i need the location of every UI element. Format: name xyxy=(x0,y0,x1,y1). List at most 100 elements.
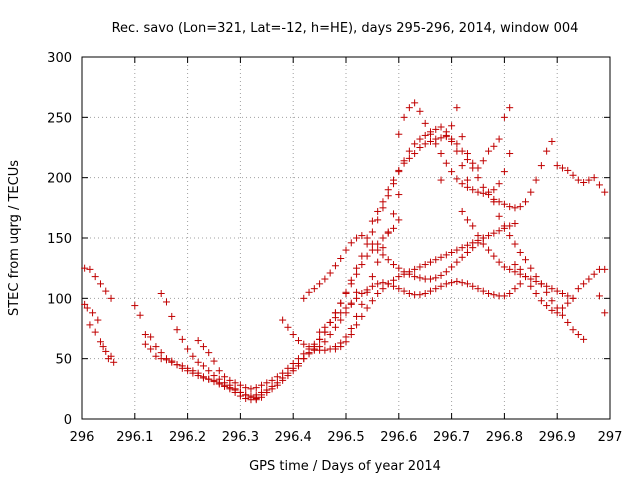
data-point xyxy=(247,385,255,393)
data-point xyxy=(580,280,588,288)
data-point xyxy=(500,168,508,176)
data-point xyxy=(574,176,582,184)
data-point xyxy=(601,188,609,196)
data-point xyxy=(569,326,577,334)
data-point xyxy=(86,321,94,329)
x-tick-label: 296.2 xyxy=(169,430,206,445)
data-point xyxy=(485,188,493,196)
data-point xyxy=(279,374,287,382)
data-point xyxy=(437,176,445,184)
data-point xyxy=(400,287,408,295)
data-point xyxy=(543,282,551,290)
data-point xyxy=(516,203,524,211)
data-point xyxy=(485,147,493,155)
data-point xyxy=(326,318,334,326)
data-point xyxy=(564,292,572,300)
data-point xyxy=(490,291,498,299)
data-point xyxy=(374,280,382,288)
data-point xyxy=(178,362,186,370)
data-point xyxy=(479,189,487,197)
data-point xyxy=(189,367,197,375)
data-point xyxy=(601,265,609,273)
data-point xyxy=(511,220,519,228)
data-point xyxy=(337,255,345,263)
x-tick-label: 296.9 xyxy=(539,430,576,445)
data-point xyxy=(331,323,339,331)
data-point xyxy=(205,349,213,357)
data-point xyxy=(384,228,392,236)
y-axis-label: STEC from uqrg / TECUs xyxy=(7,160,22,316)
data-point xyxy=(342,288,350,296)
data-point xyxy=(416,135,424,143)
data-point xyxy=(358,290,366,298)
data-point xyxy=(474,174,482,182)
data-point xyxy=(495,135,503,143)
data-point xyxy=(147,333,155,341)
data-point xyxy=(168,312,176,320)
data-point xyxy=(353,264,361,272)
x-tick-label: 296.5 xyxy=(327,430,364,445)
data-point xyxy=(580,335,588,343)
data-point xyxy=(107,294,115,302)
chart-title: Rec. savo (Lon=321, Lat=-12, h=HE), days… xyxy=(112,21,579,36)
data-point xyxy=(506,104,514,112)
data-point xyxy=(141,331,149,339)
data-point xyxy=(374,246,382,254)
data-point xyxy=(405,154,413,162)
data-point xyxy=(194,337,202,345)
data-point xyxy=(199,343,207,351)
data-point xyxy=(469,282,477,290)
data-point xyxy=(236,388,244,396)
data-point xyxy=(448,279,456,287)
data-point xyxy=(500,200,508,208)
data-point xyxy=(543,302,551,310)
data-point xyxy=(553,287,561,295)
data-point xyxy=(395,285,403,293)
data-point xyxy=(368,240,376,248)
data-point xyxy=(458,180,466,188)
data-point xyxy=(353,288,361,296)
data-point xyxy=(532,176,540,184)
data-point xyxy=(337,343,345,351)
x-tick-label: 297 xyxy=(598,430,623,445)
data-point xyxy=(500,222,508,230)
data-point xyxy=(353,321,361,329)
data-point xyxy=(321,275,329,283)
data-point xyxy=(326,331,334,339)
data-point xyxy=(400,159,408,167)
data-point xyxy=(81,300,89,308)
data-point xyxy=(395,273,403,281)
data-point xyxy=(353,234,361,242)
data-point xyxy=(400,113,408,121)
data-point xyxy=(516,280,524,288)
data-point xyxy=(384,256,392,264)
data-point xyxy=(379,198,387,206)
data-point xyxy=(564,166,572,174)
data-point xyxy=(416,107,424,115)
data-point xyxy=(421,140,429,148)
data-point xyxy=(474,188,482,196)
data-point xyxy=(294,337,302,345)
y-tick-label: 250 xyxy=(47,111,72,126)
data-point xyxy=(273,373,281,381)
data-point xyxy=(469,186,477,194)
data-point xyxy=(437,134,445,142)
data-point xyxy=(96,338,104,346)
data-point xyxy=(316,335,324,343)
data-point xyxy=(342,338,350,346)
data-point xyxy=(426,130,434,138)
data-point xyxy=(558,164,566,172)
data-point xyxy=(316,280,324,288)
data-point xyxy=(168,358,176,366)
data-point xyxy=(131,302,139,310)
data-point xyxy=(194,358,202,366)
data-point xyxy=(479,240,487,248)
data-point xyxy=(83,304,91,312)
data-point xyxy=(595,181,603,189)
data-point xyxy=(458,244,466,252)
data-point xyxy=(426,287,434,295)
data-point xyxy=(162,298,170,306)
data-point xyxy=(300,355,308,363)
data-point xyxy=(102,347,110,355)
